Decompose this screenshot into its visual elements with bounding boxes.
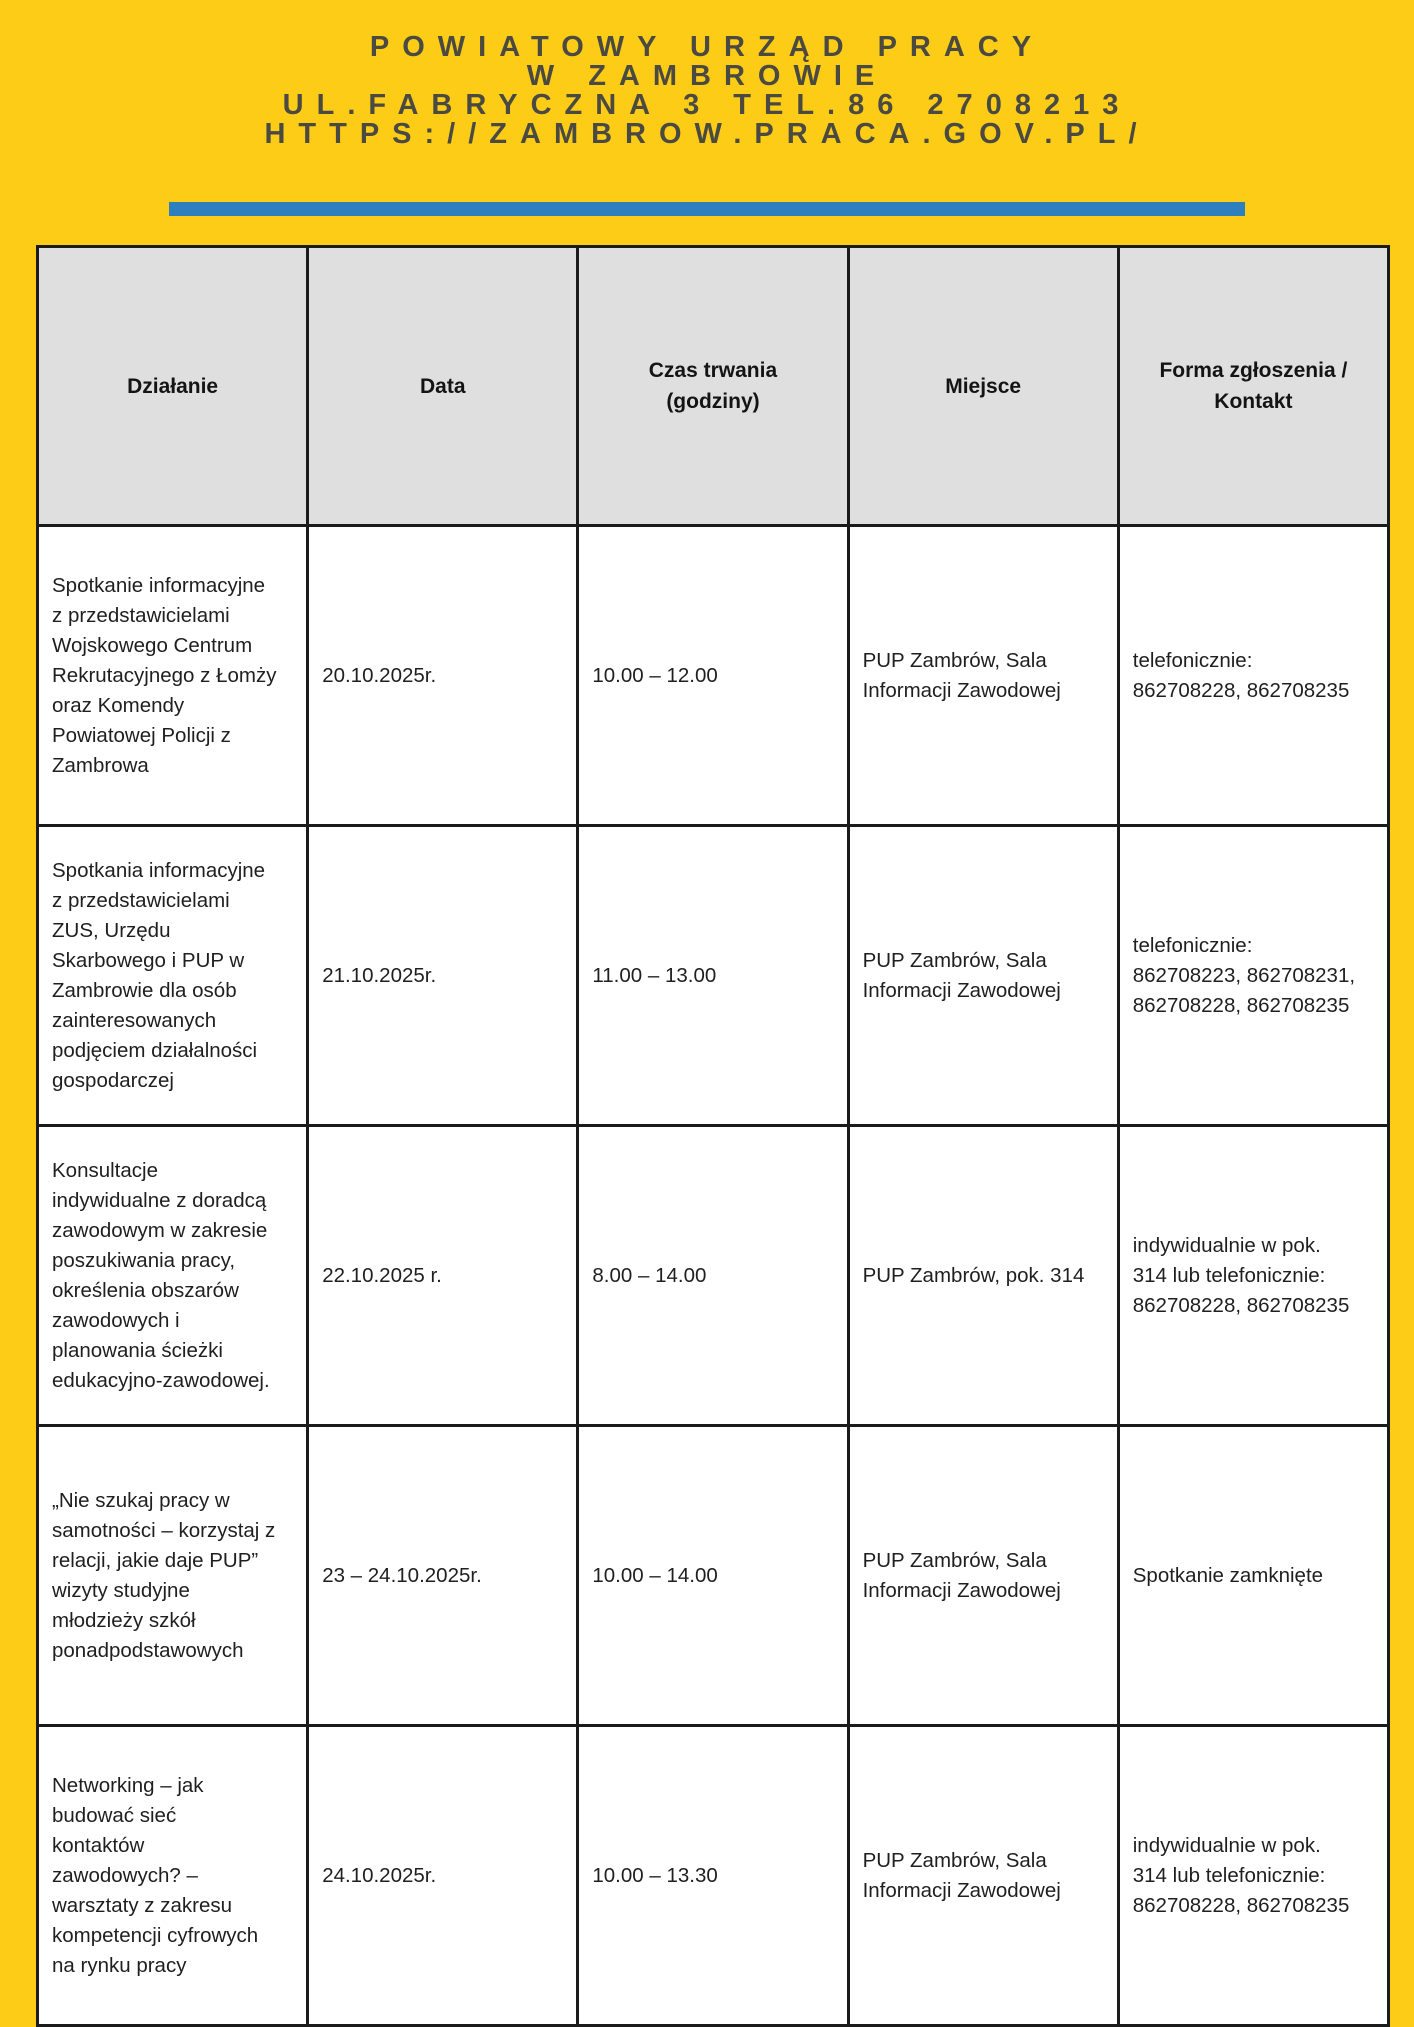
cell-activity: Networking – jak budować sieć kontaktów … bbox=[35, 1724, 310, 2027]
column-header-miejsce: Miejsce bbox=[846, 245, 1120, 527]
table-row: Spotkanie informacyjne z przedstawiciela… bbox=[35, 524, 1391, 827]
header-address-line: UL.FABRYCZNA 3 TEL.86 2708213 bbox=[282, 89, 1132, 121]
cell-date: 20.10.2025r. bbox=[306, 524, 580, 827]
cell-date: 21.10.2025r. bbox=[306, 824, 580, 1127]
header-row: Działanie Data Czas trwania (godziny) Mi… bbox=[35, 245, 1391, 527]
cell-contact: Spotkanie zamknięte bbox=[1116, 1424, 1391, 1727]
cell-contact: telefonicznie: 862708223, 862708231, 862… bbox=[1116, 824, 1391, 1127]
cell-place: PUP Zambrów, Sala Informacji Zawodowej bbox=[846, 524, 1120, 827]
page-title-line-1: POWIATOWY URZĄD PRACY bbox=[369, 31, 1045, 63]
cell-activity: „Nie szukaj pracy w samotności – korzyst… bbox=[35, 1424, 310, 1727]
table-row: „Nie szukaj pracy w samotności – korzyst… bbox=[35, 1424, 1391, 1727]
table-row: Konsultacje indywidualne z doradcą zawod… bbox=[35, 1124, 1391, 1427]
column-header-data: Data bbox=[306, 245, 580, 527]
cell-place: PUP Zambrów, Sala Informacji Zawodowej bbox=[846, 1424, 1120, 1727]
table-head: Działanie Data Czas trwania (godziny) Mi… bbox=[35, 245, 1391, 527]
schedule-table: Działanie Data Czas trwania (godziny) Mi… bbox=[35, 245, 1391, 2027]
header-website-line: HTTPS://ZAMBROW.PRACA.GOV.PL/ bbox=[264, 118, 1150, 150]
cell-contact: indywidualnie w pok. 314 lub telefoniczn… bbox=[1116, 1124, 1391, 1427]
table-row: Networking – jak budować sieć kontaktów … bbox=[35, 1724, 1391, 2027]
header-divider-bar bbox=[169, 202, 1245, 216]
cell-place: PUP Zambrów, pok. 314 bbox=[846, 1124, 1120, 1427]
cell-time: 10.00 – 13.30 bbox=[576, 1724, 850, 2027]
column-header-czas-trwania: Czas trwania (godziny) bbox=[576, 245, 850, 527]
table-body: Spotkanie informacyjne z przedstawiciela… bbox=[35, 524, 1391, 2027]
cell-place: PUP Zambrów, Sala Informacji Zawodowej bbox=[846, 824, 1120, 1127]
cell-time: 10.00 – 12.00 bbox=[576, 524, 850, 827]
cell-contact: telefonicznie: 862708228, 862708235 bbox=[1116, 524, 1391, 827]
column-header-dzialanie: Działanie bbox=[35, 245, 310, 527]
cell-activity: Spotkania informacyjne z przedstawiciela… bbox=[35, 824, 310, 1127]
cell-activity: Konsultacje indywidualne z doradcą zawod… bbox=[35, 1124, 310, 1427]
column-header-forma-zgloszenia: Forma zgłoszenia / Kontakt bbox=[1116, 245, 1391, 527]
cell-time: 8.00 – 14.00 bbox=[576, 1124, 850, 1427]
cell-place: PUP Zambrów, Sala Informacji Zawodowej bbox=[846, 1724, 1120, 2027]
schedule-table-wrapper: Działanie Data Czas trwania (godziny) Mi… bbox=[35, 245, 1391, 2027]
cell-time: 10.00 – 14.00 bbox=[576, 1424, 850, 1727]
cell-activity: Spotkanie informacyjne z przedstawiciela… bbox=[35, 524, 310, 827]
page-title-line-2: W ZAMBROWIE bbox=[526, 60, 888, 92]
table-row: Spotkania informacyjne z przedstawiciela… bbox=[35, 824, 1391, 1127]
cell-date: 24.10.2025r. bbox=[306, 1724, 580, 2027]
cell-date: 22.10.2025 r. bbox=[306, 1124, 580, 1427]
page-header: POWIATOWY URZĄD PRACY W ZAMBROWIE UL.FAB… bbox=[0, 0, 1414, 149]
cell-date: 23 – 24.10.2025r. bbox=[306, 1424, 580, 1727]
cell-contact: indywidualnie w pok. 314 lub telefoniczn… bbox=[1116, 1724, 1391, 2027]
cell-time: 11.00 – 13.00 bbox=[576, 824, 850, 1127]
